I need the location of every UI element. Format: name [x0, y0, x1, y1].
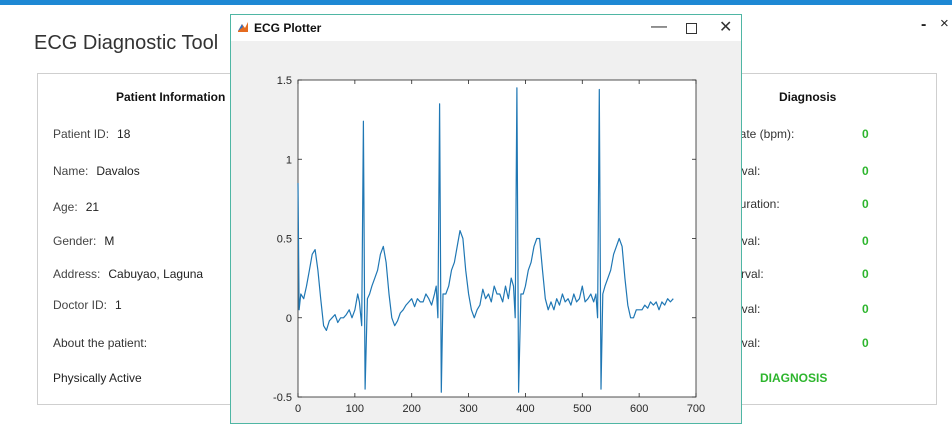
x-tick-label: 700: [687, 403, 705, 415]
patient-age-value: 21: [85, 200, 100, 214]
x-tick-label: 200: [403, 403, 421, 415]
patient-gender-value: M: [104, 234, 115, 248]
window-top-accent-bar: [0, 0, 952, 5]
app-close-button[interactable]: ×: [940, 15, 949, 32]
patient-id-value: 18: [117, 127, 131, 141]
heart-rate-value: 0: [862, 127, 869, 141]
interval-3-value: 0: [862, 267, 869, 281]
y-tick-label: 1: [286, 154, 292, 166]
patient-id-label: Patient ID:: [53, 127, 110, 141]
patient-address-value: Cabuyao, Laguna: [108, 267, 204, 281]
plot-area: [297, 79, 697, 398]
plotter-titlebar[interactable]: ECG Plotter — ✕: [231, 15, 741, 41]
plotter-minimize-button[interactable]: —: [651, 18, 667, 35]
plotter-maximize-button[interactable]: [686, 23, 697, 34]
diagnosis-button[interactable]: DIAGNOSIS: [760, 371, 828, 385]
patient-info-panel: Patient Information Patient ID: 18 Name: D…: [37, 73, 249, 405]
y-tick-label: 0.5: [277, 234, 292, 246]
doctor-id-field: Doctor ID: 1: [53, 298, 122, 312]
y-tick-label: 0: [286, 313, 292, 325]
patient-id-field: Patient ID: 18: [53, 127, 130, 141]
about-patient-label: About the patient:: [53, 336, 148, 350]
x-tick-label: 500: [573, 403, 591, 415]
plotter-title: ECG Plotter: [254, 21, 322, 35]
heart-rate-label: Rate (bpm):: [731, 127, 795, 141]
patient-name-label: Name:: [53, 164, 89, 178]
patient-name-value: Davalos: [96, 164, 140, 178]
about-patient-value: Physically Active: [53, 371, 142, 385]
x-tick-label: 300: [459, 403, 477, 415]
interval-1-value: 0: [862, 164, 869, 178]
doctor-id-value: 1: [115, 298, 122, 312]
ecg-plotter-window: ECG Plotter — ✕ 0 100 200 300 400 500 600 700 -0…: [230, 14, 742, 424]
app-minimize-button[interactable]: -: [921, 16, 927, 33]
ecg-series-line: [297, 87, 674, 393]
y-tick-label: -0.5: [273, 392, 292, 404]
patient-info-heading: Patient Information: [116, 90, 226, 104]
patient-address-field: Address: Cabuyao, Laguna: [53, 267, 203, 281]
plotter-close-button[interactable]: ✕: [719, 19, 733, 36]
patient-gender-field: Gender: M: [53, 234, 114, 248]
doctor-id-label: Doctor ID:: [53, 298, 108, 312]
duration-label: Duration:: [731, 197, 780, 211]
app-title: ECG Diagnostic Tool: [34, 32, 219, 54]
patient-name-field: Name: Davalos: [53, 164, 140, 178]
x-tick-label: 100: [346, 403, 364, 415]
patient-age-field: Age: 21: [53, 200, 99, 214]
patient-age-label: Age:: [53, 200, 78, 214]
patient-address-label: Address:: [53, 267, 101, 281]
matlab-icon: [238, 22, 248, 32]
x-tick-label: 0: [295, 403, 301, 415]
interval-2-value: 0: [862, 234, 869, 248]
interval-4-value: 0: [862, 302, 869, 316]
x-tick-label: 400: [516, 403, 534, 415]
ecg-chart: 0 100 200 300 400 500 600 700-0.500.511.5: [273, 75, 705, 415]
diagnosis-heading: Diagnosis: [779, 90, 837, 104]
patient-gender-label: Gender:: [53, 234, 97, 248]
interval-5-value: 0: [862, 336, 869, 350]
x-tick-label: 600: [630, 403, 648, 415]
duration-value: 0: [862, 197, 869, 211]
y-tick-label: 1.5: [277, 75, 292, 87]
